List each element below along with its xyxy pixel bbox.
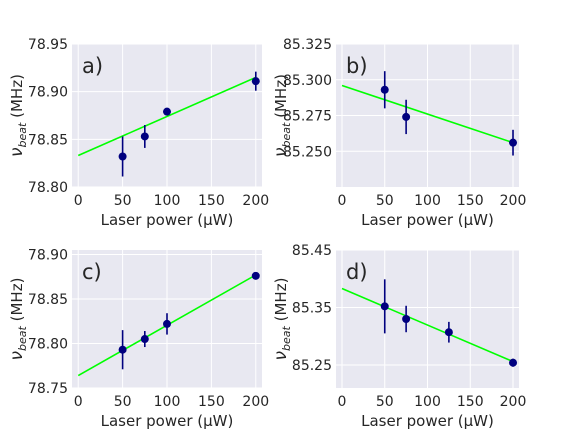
data-point bbox=[163, 107, 171, 116]
x-tick-label: 200 bbox=[242, 193, 269, 209]
x-tick-label: 200 bbox=[500, 193, 527, 209]
y-tick-label: 78.80 bbox=[28, 336, 68, 352]
x-tick-label: 150 bbox=[457, 394, 484, 410]
y-tick-label: 85.300 bbox=[283, 73, 332, 89]
x-tick-label: 100 bbox=[154, 394, 181, 410]
y-axis-unit: (MHz) bbox=[8, 278, 26, 327]
x-tick-label: 0 bbox=[338, 394, 347, 410]
x-tick-label: 0 bbox=[74, 394, 83, 410]
x-tick-label: 150 bbox=[457, 193, 484, 209]
y-axis-symbol: ν bbox=[271, 147, 291, 157]
y-axis-subscript: beat bbox=[16, 325, 29, 350]
y-tick-label: 78.75 bbox=[28, 381, 68, 397]
y-axis-label: νbeat (MHz) bbox=[271, 278, 293, 361]
x-tick-label: 50 bbox=[376, 193, 394, 209]
x-tick-label: 50 bbox=[114, 193, 132, 209]
x-tick-label: 50 bbox=[114, 394, 132, 410]
panel-a: 0 50 100 150 200 78.80 78.85 78.90 78.95 Laser po… bbox=[7, 37, 269, 229]
y-tick-label: 85.275 bbox=[283, 109, 332, 125]
data-point bbox=[380, 85, 389, 94]
data-point bbox=[402, 315, 411, 323]
data-point bbox=[140, 132, 149, 141]
y-tick-label: 85.45 bbox=[292, 243, 332, 259]
y-tick-label: 78.90 bbox=[28, 85, 68, 101]
y-axis-symbol: ν bbox=[271, 350, 291, 360]
y-axis-symbol: ν bbox=[7, 147, 27, 157]
data-point bbox=[251, 271, 260, 280]
y-tick-label: 78.80 bbox=[28, 180, 68, 196]
x-tick-label: 0 bbox=[74, 193, 83, 209]
x-tick-label: 200 bbox=[242, 394, 269, 410]
fit-line bbox=[341, 287, 514, 363]
data-point bbox=[163, 319, 171, 328]
x-tick-label: 200 bbox=[500, 394, 527, 410]
panel-label: c) bbox=[82, 260, 102, 284]
fit-line bbox=[341, 84, 514, 144]
data-point bbox=[509, 358, 518, 367]
panel-label: b) bbox=[346, 54, 368, 78]
y-axis-subscript: beat bbox=[280, 325, 293, 350]
data-point bbox=[402, 112, 411, 121]
data-point bbox=[444, 328, 453, 337]
y-tick-label: 85.325 bbox=[283, 37, 332, 53]
panel-b: 0 50 100 150 200 85.250 85.275 85.300 85.325 Lase… bbox=[271, 37, 526, 229]
data-point bbox=[118, 152, 127, 161]
x-tick-label: 100 bbox=[414, 394, 441, 410]
data-point bbox=[118, 345, 127, 354]
fit-line bbox=[77, 76, 257, 157]
y-axis-subscript: beat bbox=[16, 122, 29, 147]
x-axis-label: Laser power (μW) bbox=[101, 211, 234, 229]
panel-c: 0 50 100 150 200 78.75 78.80 78.85 78.90 Laser po… bbox=[7, 247, 269, 430]
panel-d: 0 50 100 150 200 85.25 85.35 85.45 Laser power (… bbox=[271, 243, 526, 430]
panel-label: a) bbox=[82, 54, 103, 78]
x-tick-label: 50 bbox=[376, 394, 394, 410]
y-tick-label: 78.95 bbox=[28, 37, 68, 53]
data-point bbox=[251, 77, 260, 86]
y-axis-unit: (MHz) bbox=[272, 278, 290, 327]
y-axis-label: νbeat (MHz) bbox=[271, 74, 293, 157]
y-axis-unit: (MHz) bbox=[272, 74, 290, 123]
data-point bbox=[140, 335, 149, 344]
y-axis-label: νbeat (MHz) bbox=[7, 278, 29, 361]
x-tick-label: 0 bbox=[338, 193, 347, 209]
x-axis-label: Laser power (μW) bbox=[361, 211, 494, 229]
y-tick-label: 85.25 bbox=[292, 358, 332, 374]
y-tick-label: 78.85 bbox=[28, 292, 68, 308]
panel-label: d) bbox=[346, 260, 368, 284]
x-axis-label: Laser power (μW) bbox=[361, 412, 494, 430]
y-axis-label: νbeat (MHz) bbox=[7, 74, 29, 157]
data-point bbox=[509, 138, 518, 147]
y-axis-unit: (MHz) bbox=[8, 74, 26, 123]
x-tick-label: 100 bbox=[414, 193, 441, 209]
y-axis-subscript: beat bbox=[280, 122, 293, 147]
data-point bbox=[380, 302, 389, 311]
x-tick-label: 150 bbox=[198, 193, 225, 209]
y-tick-label: 85.250 bbox=[283, 144, 332, 160]
x-axis-label: Laser power (μW) bbox=[101, 412, 234, 430]
x-tick-label: 100 bbox=[154, 193, 181, 209]
y-tick-label: 78.85 bbox=[28, 132, 68, 148]
y-tick-label: 78.90 bbox=[28, 247, 68, 263]
y-tick-label: 85.35 bbox=[292, 301, 332, 317]
y-axis-symbol: ν bbox=[7, 350, 27, 360]
x-tick-label: 150 bbox=[198, 394, 225, 410]
